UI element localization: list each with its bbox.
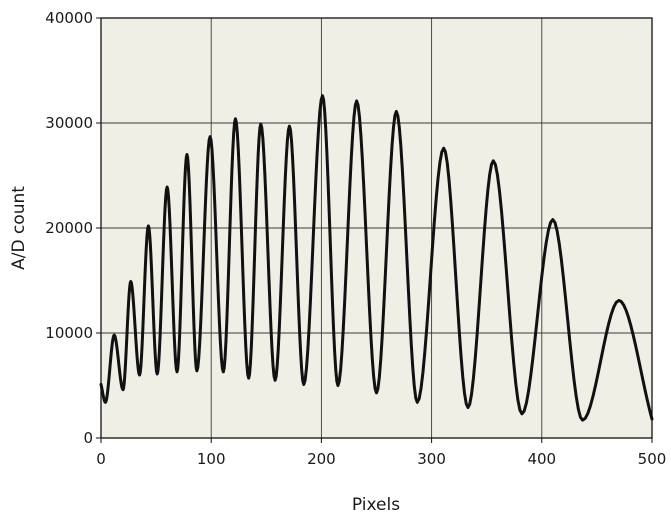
x-axis-title: Pixels <box>352 495 400 515</box>
data-point <box>321 94 324 97</box>
data-point <box>185 153 189 156</box>
data-point <box>222 370 225 374</box>
data-point <box>466 406 470 409</box>
data-point <box>355 99 358 103</box>
data-point <box>442 147 445 150</box>
x-tick-label: 400 <box>527 450 556 468</box>
data-point <box>581 418 584 422</box>
y-axis-title: A/D count <box>9 186 29 270</box>
y-tick-label: 20000 <box>45 219 93 237</box>
data-point <box>520 412 524 416</box>
data-point <box>375 391 378 395</box>
x-tick-label: 0 <box>96 450 106 468</box>
data-point <box>208 135 212 138</box>
y-tick-label: 40000 <box>45 9 93 27</box>
data-point <box>551 218 555 221</box>
data-point <box>492 159 495 162</box>
x-tick-label: 500 <box>638 450 667 468</box>
data-point <box>129 280 132 283</box>
x-tick-labels: 0 100 200 300 400 500 <box>96 450 666 468</box>
data-point <box>156 372 159 376</box>
data-point <box>121 388 125 391</box>
data-point <box>416 401 419 404</box>
gridlines <box>101 18 652 438</box>
data-point <box>617 299 621 302</box>
data-point <box>138 373 141 377</box>
y-tick-label: 0 <box>83 429 93 447</box>
y-tick-label: 10000 <box>45 324 93 342</box>
data-point <box>259 122 262 126</box>
x-tick-label: 200 <box>307 450 336 468</box>
data-point <box>273 379 277 382</box>
data-point <box>165 185 169 189</box>
x-tick-label: 100 <box>197 450 226 468</box>
data-point <box>175 370 179 374</box>
y-tick-labels: 0 10000 20000 30000 40000 <box>45 9 93 447</box>
series-line <box>99 94 654 422</box>
y-tick-label: 30000 <box>45 114 93 132</box>
data-point <box>336 384 340 387</box>
plot-frame <box>100 17 653 439</box>
data-point <box>195 369 199 372</box>
x-tick-label: 300 <box>417 450 446 468</box>
data-point <box>104 401 107 404</box>
data-point <box>302 383 305 386</box>
axis-ticks <box>96 17 653 443</box>
data-point <box>234 117 237 121</box>
data-point <box>147 224 150 228</box>
data-point <box>247 376 250 380</box>
data-point <box>395 110 398 113</box>
data-point <box>288 124 291 128</box>
data-point <box>113 333 116 337</box>
